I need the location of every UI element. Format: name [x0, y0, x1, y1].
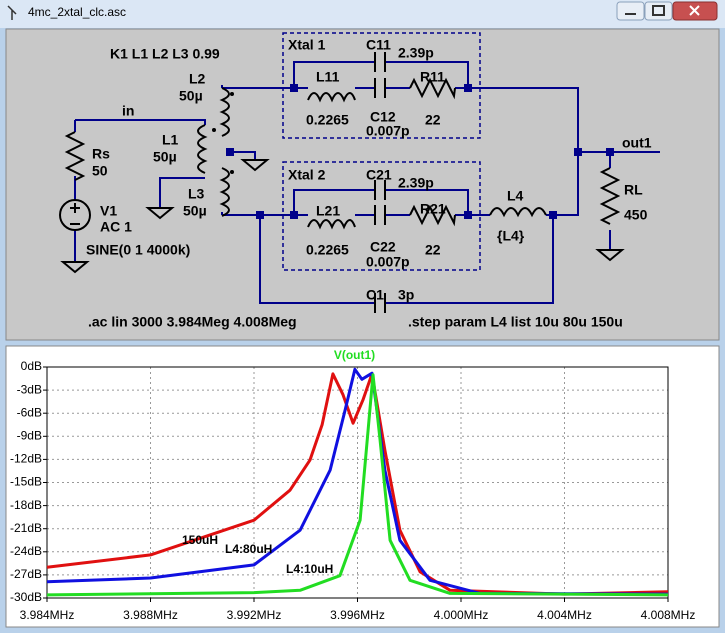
schematic-label: C1: [366, 287, 384, 303]
schematic-label: out1: [622, 135, 652, 151]
schematic-label: 50µ: [179, 88, 203, 104]
x-tick-label: 3.988MHz: [123, 608, 178, 622]
window-title: 4mc_2xtal_clc.asc: [28, 5, 126, 19]
y-tick-label: -15dB: [10, 475, 42, 489]
schematic-label: 0.007p: [366, 123, 410, 139]
x-tick-label: 3.984MHz: [20, 608, 75, 622]
plot: 0dB -3dB -6dB -9dB -12dB -15dB -18dB -21dB -24dB…: [10, 348, 695, 622]
schematic-label: 2.39p: [398, 45, 434, 61]
schematic-label: in: [122, 103, 134, 119]
schematic-label: 22: [425, 242, 441, 258]
schematic-label: 0.2265: [306, 242, 349, 258]
series-label: 150uH: [182, 533, 218, 547]
schematic-label: K1 L1 L2 L3 0.99: [110, 46, 220, 62]
schematic-label: L21: [316, 203, 340, 219]
y-tick-label: -21dB: [10, 521, 42, 535]
schematic-label: L11: [316, 69, 340, 85]
y-tick-label: -27dB: [10, 567, 42, 581]
schematic-label: 50µ: [183, 203, 207, 219]
plot-frame: [46, 366, 669, 599]
schematic-label: C11: [366, 37, 391, 53]
schematic-label: R21: [420, 201, 446, 217]
schematic-label: C12: [370, 109, 396, 125]
x-tick-label: 3.992MHz: [227, 608, 282, 622]
title-bar: [0, 0, 725, 28]
schematic-label: C22: [370, 239, 396, 255]
schematic-label: L3: [188, 186, 205, 202]
x-tick-label: 4.008MHz: [641, 608, 696, 622]
y-tick-label: 0dB: [21, 359, 42, 373]
schematic-label: 0.2265: [306, 112, 349, 128]
schematic-label: .step param L4 list 10u 80u 150u: [408, 314, 623, 330]
schematic-label: 50µ: [153, 149, 177, 165]
y-tick-label: -6dB: [17, 405, 42, 419]
series-line: [46, 373, 669, 597]
schematic-label: AC 1: [100, 219, 132, 235]
maximize-icon: [652, 5, 665, 16]
components: [59, 52, 625, 313]
schematic-label: {L4}: [497, 228, 525, 244]
x-tick-label: 3.996MHz: [330, 608, 385, 622]
close-icon: [689, 5, 700, 16]
y-tick-label: -30dB: [10, 590, 42, 604]
schematic-label: 2.39p: [398, 175, 434, 191]
schematic-label: L2: [189, 71, 206, 87]
schematic-label: Xtal 1: [288, 37, 326, 53]
schematic-label: 22: [425, 112, 441, 128]
y-tick-label: -3dB: [17, 382, 42, 396]
series-label: L4:80uH: [225, 542, 272, 556]
schematic-label: L1: [162, 132, 179, 148]
schematic-label: SINE(0 1 4000k): [86, 242, 190, 258]
schematic-label: Rs: [92, 146, 110, 162]
schematic-label: C21: [366, 167, 392, 183]
schematic-label: Xtal 2: [288, 167, 326, 183]
schematic-label: 0.007p: [366, 254, 410, 270]
schematic-label: R11: [420, 69, 445, 85]
y-tick-label: -24dB: [10, 544, 42, 558]
chart-title: V(out1): [334, 348, 375, 362]
schematic-label: 50: [92, 163, 108, 179]
series-line: [46, 367, 669, 596]
y-tick-label: -18dB: [10, 498, 42, 512]
series-label: L4:10uH: [286, 562, 333, 576]
minimize-button[interactable]: [616, 1, 645, 21]
y-tick-label: -9dB: [17, 428, 42, 442]
schematic-label: 450: [624, 207, 648, 223]
schematic-label: RL: [624, 182, 643, 198]
app-icon: [7, 5, 17, 20]
x-tick-label: 4.004MHz: [537, 608, 592, 622]
schematic: K1 L1 L2 L3 0.99 Xtal 1 C11 2.39p L11 R11 0.22…: [5, 28, 720, 341]
schematic-label: 3p: [398, 287, 414, 303]
maximize-button[interactable]: [644, 1, 673, 21]
xtal1-box: [282, 32, 481, 139]
x-tick-label: 4.000MHz: [434, 608, 489, 622]
y-tick-label: -12dB: [10, 452, 42, 466]
schematic-label: .ac lin 3000 3.984Meg 4.008Meg: [88, 314, 297, 330]
schematic-label: L4: [507, 188, 524, 204]
schematic-label: V1: [100, 203, 117, 219]
schematic-background: [5, 28, 720, 341]
